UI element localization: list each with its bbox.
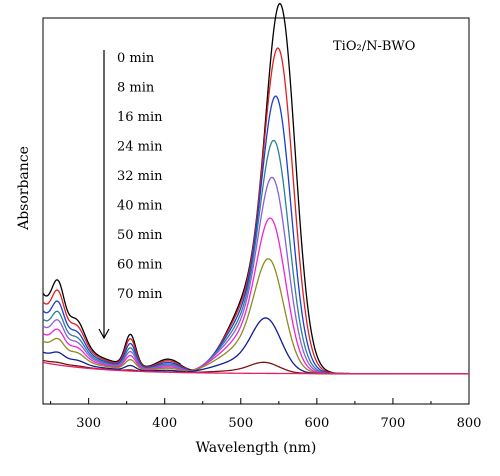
sample-annotation: TiO₂/N-BWO <box>333 39 415 54</box>
legend-label: 70 min <box>117 287 163 302</box>
legend-label: 32 min <box>117 169 163 184</box>
series-line <box>42 176 469 375</box>
legend-label: 60 min <box>117 258 163 273</box>
x-tick-label: 800 <box>457 416 482 431</box>
legend-label: 50 min <box>117 228 163 243</box>
x-tick-label: 600 <box>304 416 329 431</box>
series-line <box>42 139 469 375</box>
legend-label: 0 min <box>117 51 155 66</box>
series-line <box>42 258 469 375</box>
x-tick-label: 400 <box>152 416 177 431</box>
y-axis-label: Absorbance <box>16 146 32 231</box>
x-axis-label: Wavelength (nm) <box>196 440 317 456</box>
baseline-line <box>42 361 469 375</box>
plot-frame <box>42 17 470 405</box>
legend: 0 min 8 min 16 min 24 min 32 min 40 min 50 min… <box>98 50 163 340</box>
x-axis-ticks: 300 400 500 600 700 800 <box>50 398 482 431</box>
legend-label: 40 min <box>117 199 163 214</box>
legend-label: 8 min <box>117 81 155 96</box>
x-tick-label: 500 <box>228 416 253 431</box>
spectra-curves <box>42 2 469 375</box>
down-arrow-icon <box>98 328 110 340</box>
x-tick-label: 300 <box>76 416 101 431</box>
series-line <box>42 2 469 375</box>
legend-label: 24 min <box>117 140 163 155</box>
series-line <box>42 47 469 375</box>
legend-label: 16 min <box>117 110 163 125</box>
x-tick-label: 700 <box>381 416 406 431</box>
